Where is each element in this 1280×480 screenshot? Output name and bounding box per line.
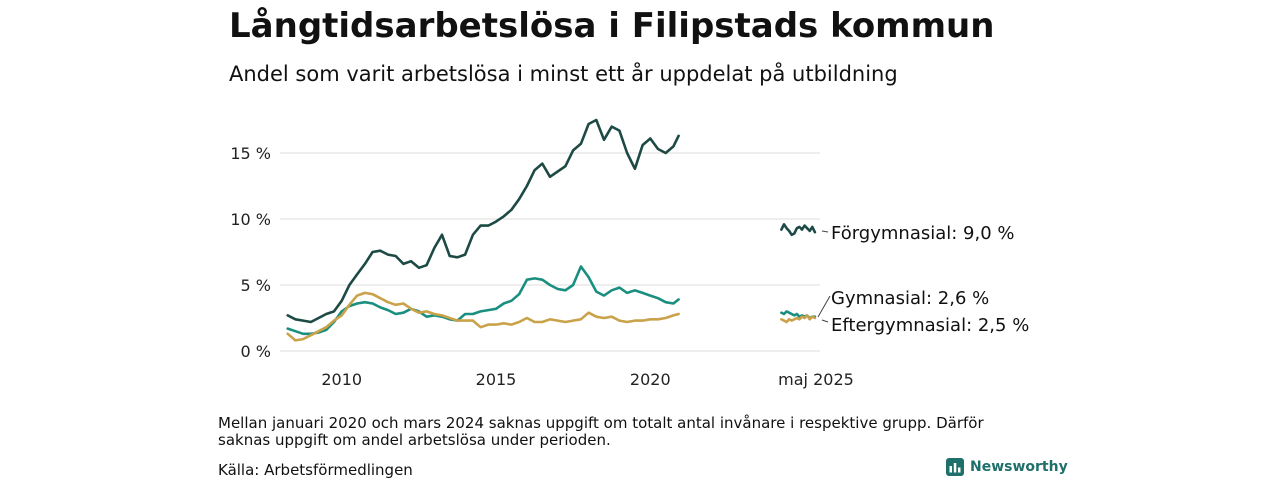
series-line-gymnasial: [780, 310, 817, 320]
y-tick-label: 0 %: [241, 342, 271, 361]
series-line-eftergymnasial: [780, 314, 817, 324]
chart-subtitle: Andel som varit arbetslösa i minst ett å…: [229, 62, 898, 86]
series-line-gymnasial: [286, 265, 680, 336]
x-tick-label: 2020: [630, 370, 671, 389]
brand-name: Newsworthy: [970, 459, 1068, 475]
x-tick-label: 2010: [321, 370, 362, 389]
label-leader-line: [817, 295, 831, 318]
series-line-förgymnasial: [780, 223, 817, 237]
source-text: Källa: Arbetsförmedlingen: [218, 461, 413, 479]
series-line-förgymnasial: [286, 118, 680, 324]
label-leader-line: [821, 319, 829, 323]
y-tick-label: 15 %: [230, 144, 271, 163]
labels-layer: 0 % 5 % 10 % 15 % 2010 2015 2020 maj 2025 Förgym…: [230, 144, 1029, 389]
x-tick-label: 2015: [476, 370, 517, 389]
x-tick-label: maj 2025: [778, 370, 854, 389]
series-end-label: Eftergymnasial: 2,5 %: [831, 315, 1029, 336]
label-leader-line: [821, 230, 829, 233]
series-end-label: Gymnasial: 2,6 %: [831, 288, 989, 309]
chart-title: Långtidsarbetslösa i Filipstads kommun: [229, 6, 995, 46]
newsworthy-logo-icon: [946, 458, 964, 476]
y-tick-label: 10 %: [230, 210, 271, 229]
brand-logo: Newsworthy: [946, 458, 1068, 476]
y-tick-label: 5 %: [241, 276, 271, 295]
grid-layer: [280, 152, 820, 352]
series-line-eftergymnasial: [286, 291, 680, 342]
series-end-label: Förgymnasial: 9,0 %: [831, 223, 1015, 244]
series-layer: [286, 118, 817, 342]
footnote: Mellan januari 2020 och mars 2024 saknas…: [218, 414, 984, 449]
